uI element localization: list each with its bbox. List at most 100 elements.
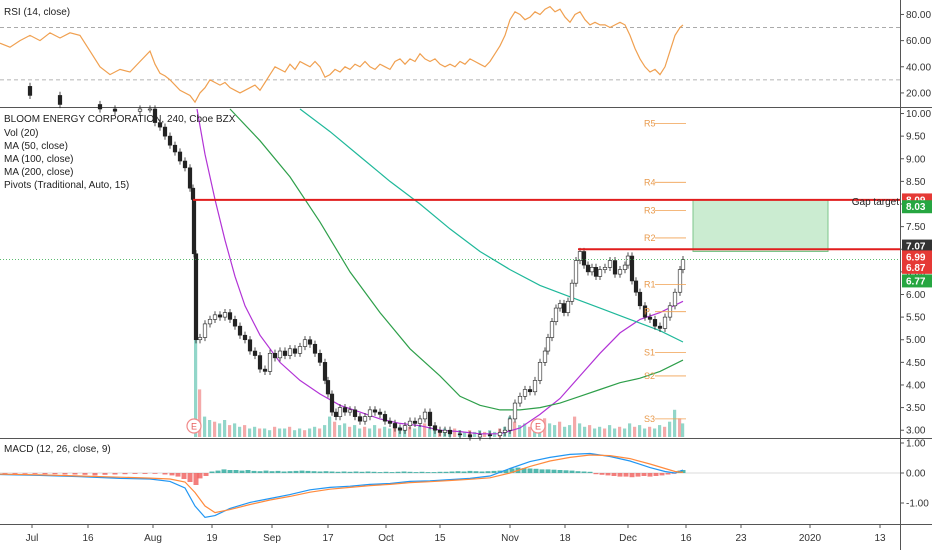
volume-bar xyxy=(198,389,202,437)
macd-histogram-bar xyxy=(12,473,18,474)
macd-histogram-bar xyxy=(317,471,323,473)
macd-histogram-bar xyxy=(175,473,181,477)
price-tag-label: 6.87 xyxy=(906,263,926,274)
macd-histogram-bar xyxy=(575,471,581,473)
volume-bar xyxy=(588,425,592,437)
target-zone xyxy=(692,199,829,252)
macd-histogram-bar xyxy=(82,473,88,475)
macd-histogram-bar xyxy=(407,471,413,473)
time-axis[interactable]: Jul 16 Aug 19 Sep 17 Oct 15 Nov 18 Dec 16 23 2020 13 xyxy=(26,524,886,544)
macd-histogram-bar xyxy=(142,473,148,474)
price-tag-box xyxy=(902,239,932,253)
candle-body xyxy=(387,420,393,424)
candle-body xyxy=(432,425,438,431)
price-tags: 8.098.037.076.996.876.77 xyxy=(902,193,932,288)
volume-bar xyxy=(563,426,567,437)
volume-bar xyxy=(523,423,527,437)
macd-histogram-bar xyxy=(653,473,659,476)
macd-histogram-bar xyxy=(527,468,533,473)
candle-body xyxy=(647,316,653,320)
volume-bar xyxy=(413,428,417,437)
candle-body xyxy=(569,282,575,302)
candle-body xyxy=(512,402,518,420)
volume-bar xyxy=(223,420,227,437)
macd-histogram-bar xyxy=(329,471,335,473)
macd-histogram-bar xyxy=(341,471,347,473)
candle-body xyxy=(377,411,383,415)
pivot-label: P xyxy=(644,307,650,317)
signal-line xyxy=(0,454,684,514)
candle-body xyxy=(27,86,33,96)
macd-histogram-bar xyxy=(2,473,8,474)
price-tag-box xyxy=(902,250,932,264)
macd-histogram-bar xyxy=(431,472,437,473)
price-tag-box xyxy=(902,200,932,214)
candle-body xyxy=(97,104,103,110)
volume-bar xyxy=(348,426,352,437)
time-tick-label: Dec xyxy=(619,533,637,544)
macd-tick-label: 0.00 xyxy=(906,469,926,480)
macd-histogram-bar xyxy=(629,473,635,478)
gap-target-annotation: Gap target xyxy=(852,197,899,208)
candle-body xyxy=(397,427,403,431)
volume-bar xyxy=(248,428,252,437)
candle-body xyxy=(617,269,623,275)
candle-body xyxy=(417,418,423,424)
candle-body xyxy=(297,346,303,354)
candle-body xyxy=(282,350,288,356)
candle-body xyxy=(625,255,631,266)
macd-histogram-bar xyxy=(42,473,48,475)
macd-histogram-bar xyxy=(437,471,443,473)
candle-body xyxy=(467,434,473,438)
candle-body xyxy=(502,429,508,433)
macd-histogram-bar xyxy=(401,471,407,473)
macd-histogram-bar xyxy=(509,468,515,473)
macd-histogram-bar xyxy=(347,471,353,473)
macd-histogram-bar xyxy=(479,471,485,473)
time-tick-label: Nov xyxy=(501,533,519,544)
candle-body xyxy=(581,251,587,266)
candle-body xyxy=(362,416,368,422)
price-tick-label: 5.50 xyxy=(906,313,926,324)
candle-body xyxy=(382,414,388,422)
price-tag-box xyxy=(902,274,932,288)
candle-body xyxy=(157,122,163,128)
macd-histogram-bar xyxy=(233,470,239,473)
time-tick-label: 23 xyxy=(735,533,747,544)
macd-histogram-bar xyxy=(365,471,371,473)
volume-bar xyxy=(268,430,272,437)
volume-bar xyxy=(583,426,587,437)
candle-body xyxy=(177,151,183,162)
candle-body xyxy=(549,321,555,338)
macd-histogram-bar xyxy=(72,473,78,475)
macd-histogram-bar xyxy=(521,468,527,473)
volume-bar xyxy=(243,425,247,437)
candle-body xyxy=(565,300,571,313)
candle-body xyxy=(677,269,683,293)
candle-body xyxy=(457,433,463,436)
candle-body xyxy=(589,267,595,273)
volume-bar xyxy=(238,426,242,437)
macd-histogram-bar xyxy=(335,471,341,473)
candle-body xyxy=(57,95,63,105)
ma50-line xyxy=(196,108,684,435)
volume-bar xyxy=(568,425,572,437)
volume-bar xyxy=(194,275,198,437)
macd-histogram-bar xyxy=(359,471,365,473)
price-series xyxy=(27,82,686,441)
candle-body xyxy=(147,108,153,111)
earnings-marker xyxy=(186,418,202,434)
macd-histogram-bar xyxy=(455,471,461,473)
legend-ma100: MA (100, close) xyxy=(4,154,73,165)
macd-histogram-bar xyxy=(215,470,221,473)
candle-body xyxy=(561,303,567,313)
candle-body xyxy=(585,264,591,273)
macd-histogram-bar xyxy=(293,470,299,473)
candle-body xyxy=(312,343,318,354)
candle-body xyxy=(427,411,433,426)
price-axis[interactable]: 80.00 60.00 40.00 20.00 10.00 9.50 9.00 8.50 8.0… xyxy=(900,10,931,510)
candle-body xyxy=(447,429,453,435)
volume-bar xyxy=(388,428,392,437)
price-tick-label: 4.50 xyxy=(906,358,926,369)
